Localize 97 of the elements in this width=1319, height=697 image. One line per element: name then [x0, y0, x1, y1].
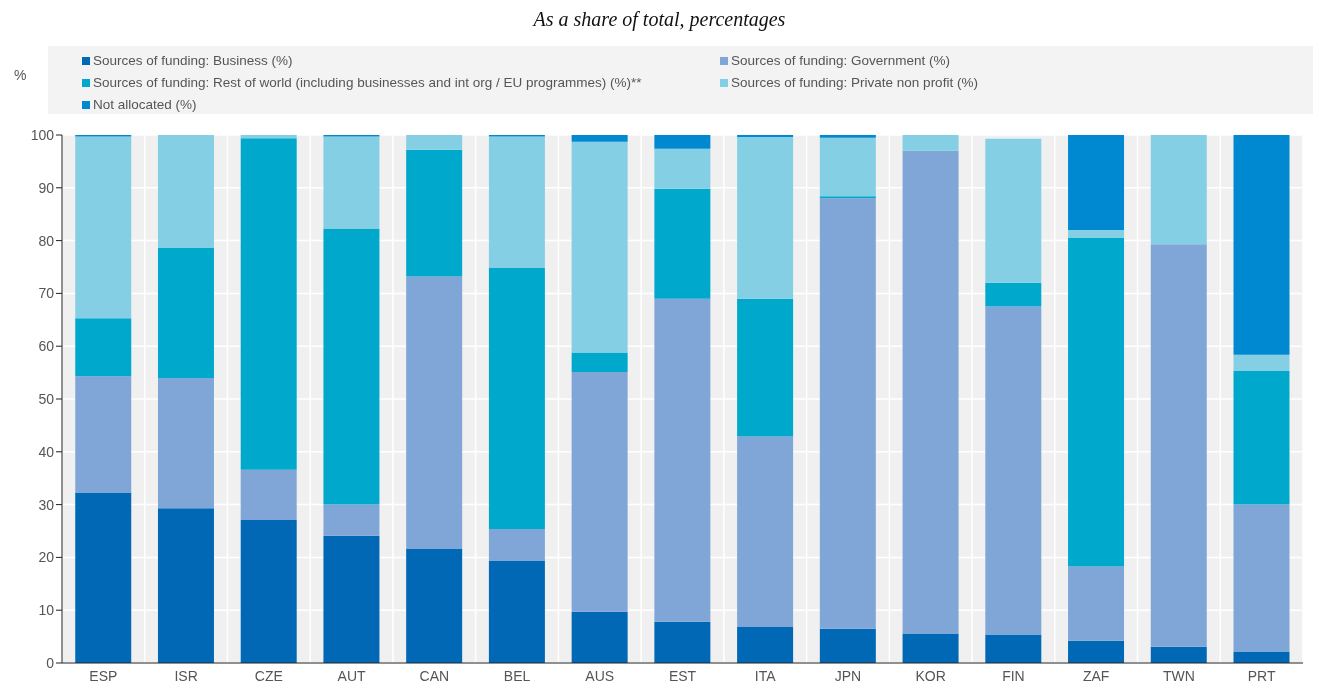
- legend-label: Sources of funding: Rest of world (including businesses and int org / EU programmes) (%)**: [93, 75, 642, 90]
- bar: [902, 633, 959, 663]
- bar: [323, 535, 380, 663]
- bar: [157, 247, 214, 378]
- bar: [323, 504, 380, 536]
- bar: [737, 298, 794, 437]
- bar: [571, 611, 628, 663]
- bar: [654, 298, 711, 622]
- x-tick-label: TWN: [1162, 667, 1195, 684]
- bar: [406, 149, 463, 277]
- legend-label: Sources of funding: Private non profit (%): [731, 75, 978, 90]
- x-tick-label: ITA: [754, 667, 777, 684]
- x-tick-label: ESP: [89, 667, 118, 684]
- bar: [654, 148, 711, 189]
- bar: [1233, 504, 1290, 652]
- bar: [737, 436, 794, 628]
- bar: [819, 135, 876, 138]
- bar: [819, 196, 876, 199]
- bar: [157, 508, 214, 663]
- bar: [157, 135, 214, 248]
- y-tick-label: 0: [46, 654, 55, 671]
- bar: [1150, 646, 1207, 663]
- bar: [488, 561, 545, 663]
- y-tick-label: 70: [38, 285, 55, 302]
- bar: [240, 469, 297, 520]
- bar: [737, 135, 794, 138]
- bar: [323, 228, 380, 505]
- bar: [1150, 135, 1207, 245]
- bar: [406, 548, 463, 663]
- x-tick-label: AUS: [585, 667, 615, 684]
- bar: [571, 352, 628, 373]
- x-tick-label: ZAF: [1082, 667, 1110, 684]
- x-tick-label: BEL: [503, 667, 531, 684]
- bar: [75, 136, 132, 319]
- y-tick-label: 50: [38, 390, 55, 407]
- bar: [75, 318, 132, 377]
- y-tick-label: 30: [38, 496, 55, 513]
- bar: [985, 634, 1042, 663]
- bar: [1233, 135, 1290, 355]
- y-tick-label: 100: [30, 126, 55, 143]
- bar: [1150, 244, 1207, 647]
- bar: [819, 628, 876, 663]
- bar: [985, 306, 1042, 635]
- legend-label: Not allocated (%): [93, 97, 197, 112]
- y-tick-label: 10: [38, 602, 55, 619]
- bar: [1233, 354, 1290, 372]
- x-tick-label: FIN: [1002, 667, 1025, 684]
- bar: [654, 188, 711, 299]
- y-axis-title: %: [14, 67, 27, 83]
- bar: [488, 136, 545, 269]
- legend-label: Sources of funding: Government (%): [731, 53, 951, 68]
- y-tick-label: 20: [38, 549, 55, 566]
- bar: [1233, 371, 1290, 505]
- bar: [1068, 135, 1125, 231]
- bar: [323, 136, 380, 229]
- x-tick-label: CZE: [254, 667, 283, 684]
- bar: [1068, 230, 1125, 238]
- bar: [985, 282, 1042, 307]
- bar: [75, 376, 132, 493]
- x-tick-label: EST: [668, 667, 697, 684]
- bar: [985, 138, 1042, 283]
- x-tick-label: JPN: [834, 667, 862, 684]
- x-tick-label: KOR: [915, 667, 946, 684]
- bar: [1233, 651, 1290, 663]
- bar: [157, 377, 214, 509]
- bar: [1068, 640, 1125, 663]
- bar: [654, 135, 711, 149]
- chart-title: As a share of total, percentages: [531, 8, 787, 31]
- bar: [654, 621, 711, 663]
- bar: [1068, 237, 1125, 567]
- bar: [737, 137, 794, 299]
- y-tick-label: 40: [38, 443, 55, 460]
- bar: [819, 137, 876, 197]
- bar: [737, 627, 794, 663]
- x-tick-label: PRT: [1247, 667, 1276, 684]
- bar: [571, 141, 628, 353]
- y-tick-label: 80: [38, 232, 55, 249]
- x-tick-label: CAN: [419, 667, 450, 684]
- bar: [902, 135, 959, 151]
- legend-label: Sources of funding: Business (%): [93, 53, 293, 68]
- bar: [571, 372, 628, 612]
- bar: [240, 135, 297, 139]
- x-tick-label: AUT: [337, 667, 367, 684]
- bar: [406, 276, 463, 549]
- bar: [488, 268, 545, 529]
- bar: [819, 198, 876, 629]
- bar: [571, 135, 628, 142]
- bar: [488, 528, 545, 562]
- bar: [75, 492, 132, 663]
- y-tick-label: 60: [38, 338, 55, 355]
- bar: [240, 138, 297, 470]
- bar: [902, 150, 959, 634]
- bar: [240, 519, 297, 663]
- x-tick-label: ISR: [174, 667, 198, 684]
- bar: [1068, 566, 1125, 641]
- bar: [406, 135, 463, 150]
- y-tick-label: 90: [38, 179, 55, 196]
